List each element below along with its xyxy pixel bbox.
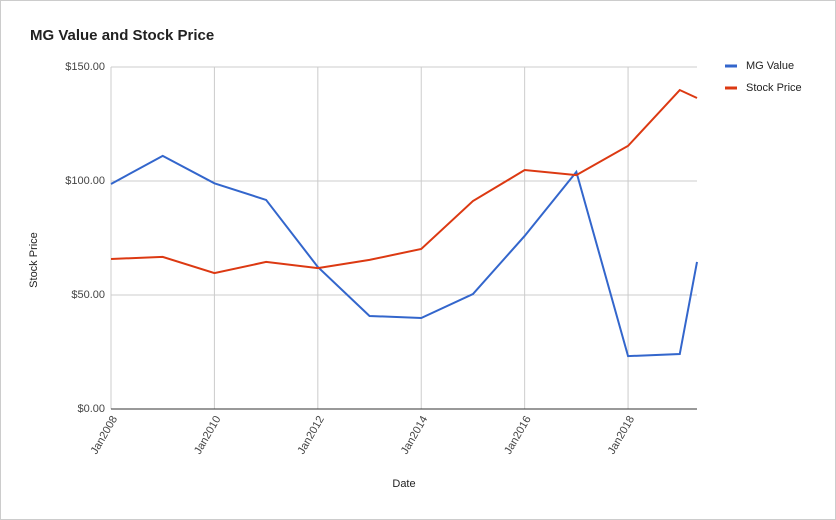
y-tick-label: $100.00 <box>65 175 105 187</box>
data-line <box>110 88 698 275</box>
y-tick-label: $150.00 <box>65 61 105 73</box>
y-tick-label: $0.00 <box>77 403 105 415</box>
chart-title: MG Value and Stock Price <box>30 27 214 44</box>
legend-label: Stock Price <box>746 82 802 94</box>
data-line <box>110 154 698 358</box>
y-tick-label: $50.00 <box>71 289 105 301</box>
legend-label: MG Value <box>746 60 794 72</box>
y-axis-title: Stock Price <box>28 232 40 288</box>
x-axis-title: Date <box>392 478 415 490</box>
